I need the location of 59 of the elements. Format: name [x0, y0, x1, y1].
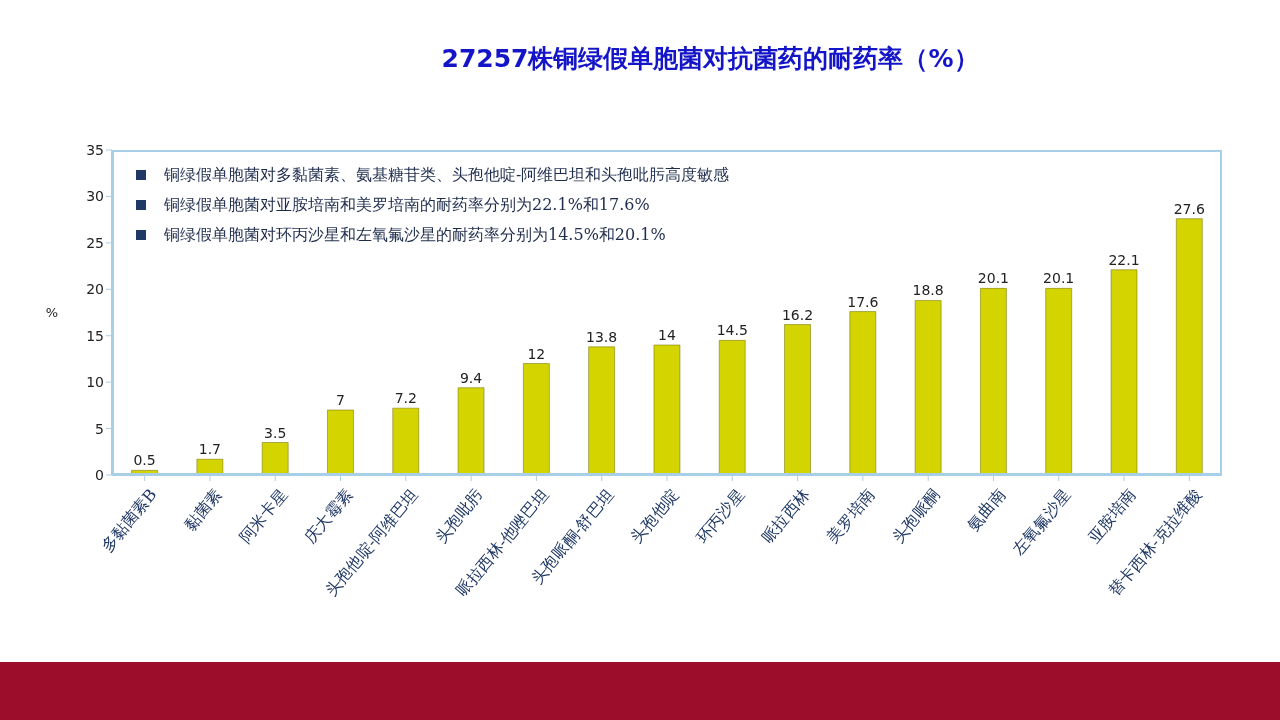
x-tick-label: 环丙沙星 [692, 485, 748, 547]
data-label: 7 [336, 392, 345, 408]
x-tick-label: 头孢哌酮 [888, 485, 944, 547]
bar [523, 363, 550, 475]
data-label: 20.1 [977, 270, 1009, 287]
data-label: 14.5 [716, 322, 748, 339]
data-label: 9.4 [459, 369, 483, 386]
data-label: 27.6 [1173, 200, 1205, 217]
data-label: 12 [527, 345, 546, 362]
y-axis-title: % [45, 305, 58, 321]
y-tick-label: 30 [86, 188, 104, 205]
annotation: 铜绿假单胞菌对环丙沙星和左氧氟沙星的耐药率分别为14.5%和20.1% [164, 224, 667, 246]
data-label: 17.6 [847, 293, 879, 310]
x-tick-label: 阿米卡星 [235, 485, 291, 547]
bar [1045, 288, 1072, 475]
data-label: 0.5 [133, 452, 156, 469]
y-tick-label: 20 [86, 281, 104, 298]
bar [327, 409, 354, 475]
x-tick-label: 头孢他啶 [626, 485, 683, 547]
bar [457, 387, 485, 475]
y-tick-label: 5 [95, 420, 104, 437]
y-tick-label: 15 [86, 327, 104, 344]
bar [588, 346, 615, 475]
bar [1176, 218, 1203, 475]
y-tick-label: 0 [95, 466, 104, 483]
bar [392, 407, 420, 475]
x-tick-label: 庆大霉素 [300, 485, 357, 547]
x-tick-label: 多黏菌素B [97, 485, 161, 556]
data-label: 3.5 [264, 424, 287, 441]
bar [1110, 269, 1138, 475]
x-tick-label: 头孢吡肟 [431, 485, 487, 547]
data-label: 16.2 [781, 306, 814, 323]
bar [653, 344, 681, 475]
data-label: 22.1 [1108, 251, 1140, 268]
y-tick-label: 35 [86, 141, 104, 158]
bar [784, 324, 811, 475]
bar [261, 442, 289, 475]
bar [849, 311, 877, 475]
annotation: 铜绿假单胞菌对亚胺培南和美罗培南的耐药率分别为22.1%和17.6% [164, 194, 651, 216]
bar [980, 288, 1007, 475]
x-tick-label: 左氧氟沙星 [1008, 485, 1075, 559]
x-tick-label: 美罗培南 [822, 485, 879, 547]
data-label: 20.1 [1043, 270, 1075, 287]
data-label: 14 [658, 327, 676, 343]
bar [914, 300, 942, 475]
x-tick-label: 氨曲南 [963, 485, 1010, 535]
y-tick-label: 25 [86, 234, 104, 251]
y-tick-label: 10 [86, 374, 104, 391]
data-label: 7.2 [394, 390, 417, 407]
data-label: 13.8 [586, 328, 618, 345]
x-tick-label: 哌拉西林 [757, 485, 814, 547]
data-label: 1.7 [198, 441, 222, 458]
chart-title: 27257株铜绿假单胞菌对抗菌药的耐药率（%） [440, 43, 980, 75]
bar [196, 458, 224, 475]
data-label: 18.8 [912, 282, 944, 299]
x-tick-label: 黏菌素 [180, 485, 226, 535]
x-tick-label: 亚胺培南 [1084, 485, 1140, 547]
annotation: 铜绿假单胞菌对多黏菌素、氨基糖苷类、头孢他啶-阿维巴坦和头孢吡肟高度敏感 [164, 164, 731, 186]
bar [718, 340, 746, 475]
